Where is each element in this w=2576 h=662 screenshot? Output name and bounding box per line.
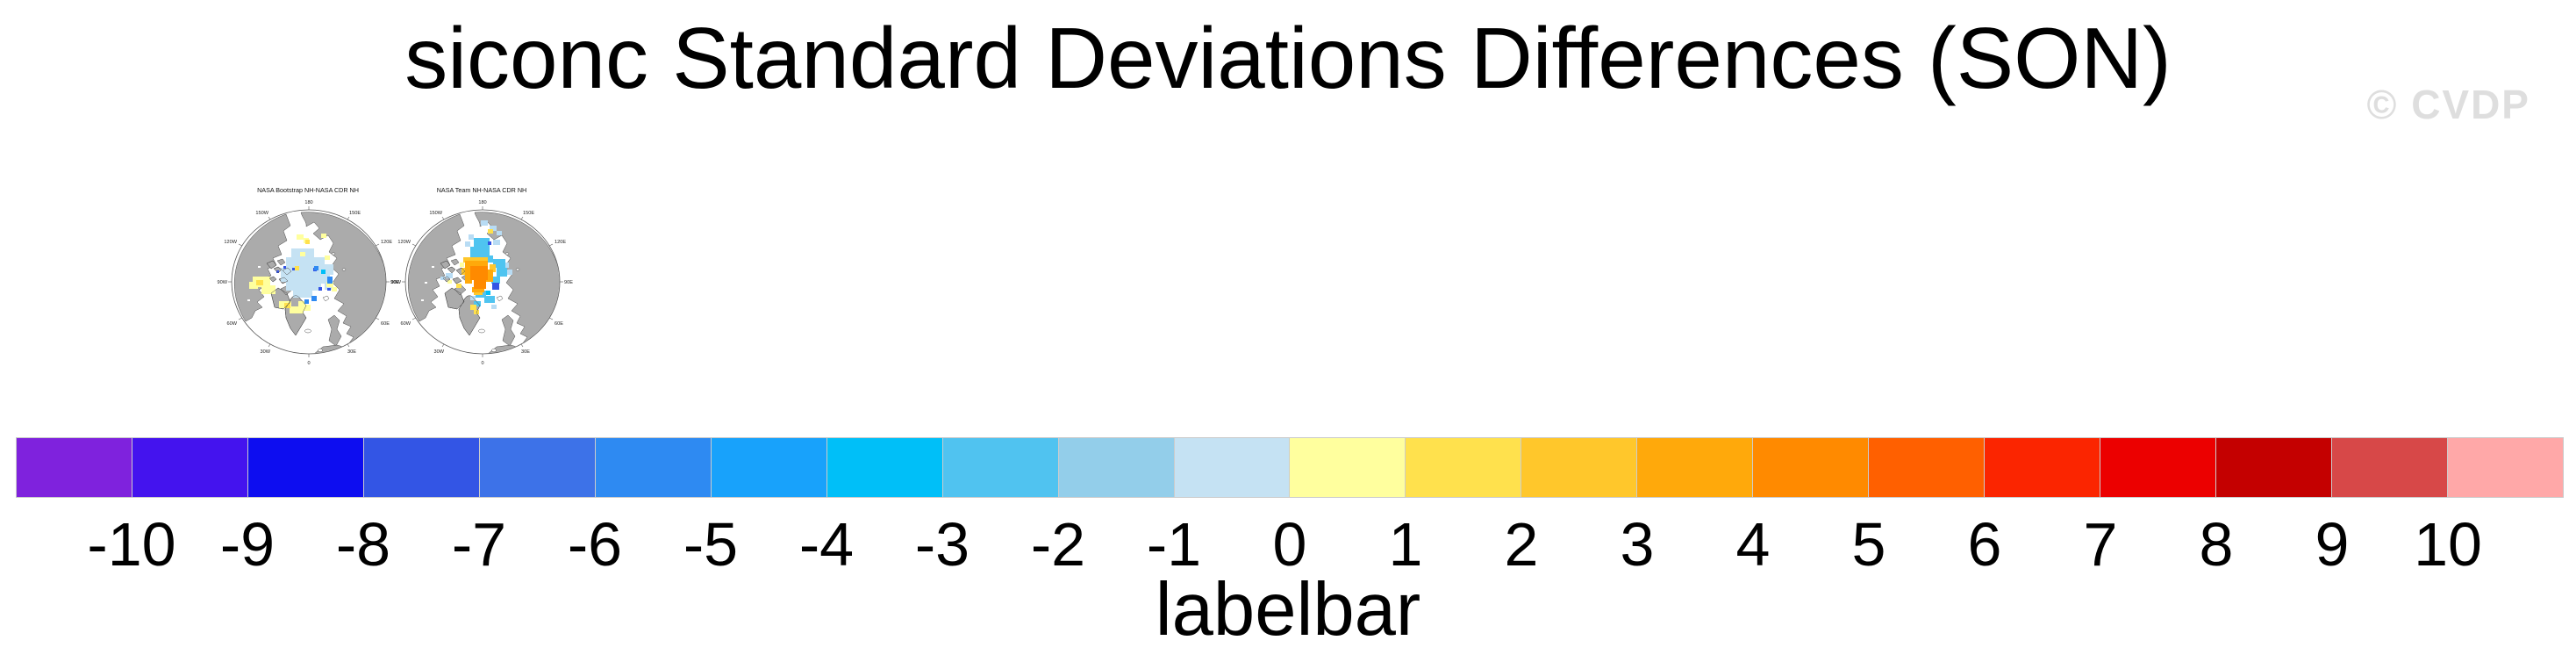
lon-label-180: 180 — [304, 200, 312, 205]
colorbar-tick-label: -3 — [914, 510, 970, 579]
lon-label-120e: 120E — [381, 240, 392, 245]
map-panel-nasa-team: NASA Team NH-NASA CDR NH — [390, 186, 573, 366]
colorbar-tick-label: -4 — [798, 510, 855, 579]
colorbar-segment — [2331, 438, 2448, 497]
map-title: NASA Team NH-NASA CDR NH — [437, 186, 527, 194]
map-lon-labels: 180 150E 120E 90E 60E 30E 0 30W 60W 90W … — [390, 200, 573, 366]
lon-label-120e: 120E — [555, 240, 566, 245]
colorbar-segment — [1405, 438, 1521, 497]
map-coastlines — [440, 252, 520, 353]
colorbar-tick-label: 7 — [2083, 510, 2118, 579]
colorbar-segment — [1057, 438, 1174, 497]
colorbar-tick-label: 5 — [1851, 510, 1886, 579]
colorbar-tick-label: -8 — [335, 510, 391, 579]
page-title: siconc Standard Deviations Differences (… — [404, 10, 2172, 106]
colorbar-segment — [826, 438, 942, 497]
lon-label-60e: 60E — [381, 321, 390, 327]
lon-label-0: 0 — [481, 361, 483, 366]
colorbar-segment — [1521, 438, 1637, 497]
colorbar-tick-label: 0 — [1272, 510, 1307, 579]
colorbar-tick-label: 4 — [1735, 510, 1771, 579]
colorbar-tick-label: 3 — [1620, 510, 1655, 579]
colorbar-segment — [2447, 438, 2563, 497]
colorbar-segment — [2215, 438, 2332, 497]
colorbar-tick-label: -2 — [1030, 510, 1086, 579]
lon-label-150w: 150W — [255, 211, 268, 216]
lon-label-60w: 60W — [400, 321, 411, 327]
colorbar-segment — [1752, 438, 1869, 497]
lon-label-90e: 90E — [564, 280, 573, 285]
lon-label-120w: 120W — [397, 240, 411, 245]
colorbar-tick-label: -9 — [219, 510, 275, 579]
lon-label-30e: 30E — [347, 349, 356, 355]
colorbar-segment — [1984, 438, 2100, 497]
lon-label-150e: 150E — [349, 211, 361, 216]
colorbar-tick-label: 8 — [2199, 510, 2234, 579]
colorbar-segment — [710, 438, 826, 497]
colorbar-ticks: -10 -9 -8 -7 -6 -5 -4 -3 -2 -1 0 1 2 3 4 5 6 7 8 9 10 — [74, 514, 2506, 575]
colorbar-segment — [247, 438, 363, 497]
map-cells — [249, 234, 337, 313]
lon-label-150w: 150W — [429, 211, 442, 216]
colorbar-segment — [594, 438, 711, 497]
colorbar-tick-label: 6 — [1967, 510, 2002, 579]
lon-label-60e: 60E — [555, 321, 563, 327]
colorbar-tick-label: 1 — [1388, 510, 1423, 579]
map-lon-ticks — [228, 206, 390, 357]
colorbar-label: labelbar — [1155, 568, 1421, 651]
colorbar-segment — [1636, 438, 1753, 497]
colorbar-segment — [1289, 438, 1406, 497]
map-title: NASA Bootstrap NH-NASA CDR NH — [257, 186, 359, 194]
colorbar-tick-label: -7 — [451, 510, 507, 579]
colorbar-tick-label: -5 — [683, 510, 739, 579]
colorbar-segment — [131, 438, 247, 497]
colorbar-segment — [1868, 438, 1985, 497]
colorbar-segment — [2100, 438, 2216, 497]
lon-label-30e: 30E — [521, 349, 530, 355]
lon-label-30w: 30W — [433, 349, 444, 355]
lon-label-180: 180 — [478, 200, 486, 205]
colorbar-tick-label: 10 — [2414, 510, 2482, 579]
lon-label-0: 0 — [307, 361, 310, 366]
colorbar-segment — [1173, 438, 1290, 497]
lon-label-30w: 30W — [260, 349, 270, 355]
colorbar-tick-label: -10 — [87, 510, 176, 579]
map-boundary-circle — [231, 209, 387, 355]
lon-label-150e: 150E — [523, 211, 534, 216]
colorbar-tick-label: -1 — [1146, 510, 1202, 579]
colorbar-tick-label: 9 — [2315, 510, 2350, 579]
cvdp-watermark: © CVDP — [2366, 82, 2530, 127]
lon-label-90e: 90E — [390, 280, 399, 285]
colorbar-segment — [17, 438, 132, 497]
map-lon-labels: 180 150E 120E 90E 60E 30E 0 30W 60W 90W … — [217, 200, 399, 366]
map-coastlines — [266, 252, 347, 353]
colorbar — [16, 437, 2564, 498]
colorbar-tick-label: -6 — [567, 510, 623, 579]
colorbar-tick-label: 2 — [1504, 510, 1539, 579]
lon-label-90w: 90W — [390, 280, 401, 285]
colorbar-segment — [362, 438, 479, 497]
lon-label-90w: 90W — [217, 280, 227, 285]
map-lon-ticks — [402, 206, 563, 357]
lon-label-60w: 60W — [226, 321, 237, 327]
map-boundary-circle — [404, 209, 561, 355]
map-panel-nasa-bootstrap: NASA Bootstrap NH-NASA CDR NH — [217, 186, 399, 366]
lon-label-120w: 120W — [224, 240, 237, 245]
colorbar-segment — [478, 438, 595, 497]
colorbar-segment — [941, 438, 1058, 497]
